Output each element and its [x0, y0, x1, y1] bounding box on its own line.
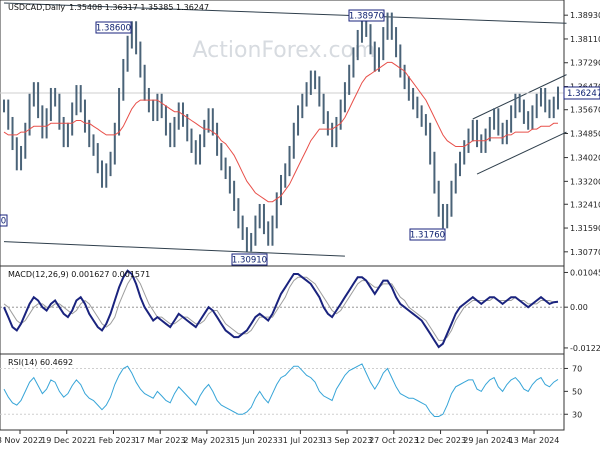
price-y-tick-label: 1.32410 — [570, 200, 600, 209]
price-annotation: 1.38970 — [348, 9, 385, 22]
ohlc-header: 1.35408 1.36317 1.35385 1.36247 — [69, 3, 209, 12]
price-annotation-label: 1.30910 — [232, 256, 267, 266]
price-annotation-box — [348, 9, 385, 22]
rsi-y-tick-label: 50 — [572, 387, 582, 396]
rsi-label: RSI(14) 60.4692 — [8, 358, 73, 367]
upper-long-trendline — [3, 2, 567, 24]
price-annotation: 1.30910 — [231, 253, 268, 266]
price-annotation-label: 0 — [1, 217, 6, 227]
macd-panel-frame — [0, 265, 565, 355]
price-annotation-label: 1.38970 — [349, 12, 384, 22]
watermark: ActionForex.com — [193, 38, 376, 63]
macd-line — [3, 269, 559, 349]
channel-lower-line — [476, 131, 567, 175]
price-y-tick-label: 1.37290 — [570, 59, 600, 68]
price-annotation: 1.31760 — [409, 228, 446, 241]
x-tick-label: 1 Feb 2023 — [91, 436, 136, 445]
price-annotations: 1.38600 1.38970 1.30910 1.31760 0 — [0, 9, 446, 266]
rsi-y-tick-label: 70 — [572, 364, 582, 373]
last-price-label: 1.36247 — [567, 89, 600, 99]
price-annotation-box — [231, 253, 268, 266]
macd-signal-line — [3, 276, 559, 341]
x-tick-label: 31 Jul 2023 — [278, 436, 323, 445]
price-annotation-label: 1.31760 — [410, 231, 445, 241]
rsi-panel-frame — [0, 353, 565, 431]
x-tick-label: 3 Nov 2022 — [0, 436, 43, 445]
macd-label: MACD(12,26,9) 0.001627 0.001571 — [8, 270, 150, 279]
x-tick-label: 12 Dec 2023 — [415, 436, 466, 445]
price-y-tick-label: 1.30770 — [570, 248, 600, 257]
last-price-tag: 1.36247 — [563, 86, 600, 100]
price-y-tick-label: 1.34020 — [570, 154, 600, 163]
price-y-axis: 1.389301.381101.372901.364701.356701.348… — [564, 11, 600, 257]
chart-title-line: USDCAD,Daily 1.35408 1.36317 1.35385 1.36… — [8, 3, 209, 12]
price-panel: ActionForex.com 1.38930 1.38110 1.37290 1.3… — [0, 0, 600, 267]
macd-y-tick-label: -0.012276 — [570, 344, 600, 353]
macd-y-axis: 0.010457 0.00 -0.012276 — [564, 268, 600, 353]
rsi-panel: 70 50 30 RSI(14) 60.4692 — [0, 353, 582, 431]
macd-panel: 0.010457 0.00 -0.012276 MACD(12,26,9) 0.00… — [0, 265, 600, 355]
price-y-tick-label: 1.31590 — [570, 224, 600, 233]
rsi-y-tick-label: 30 — [572, 410, 582, 419]
price-annotation: 1.38600 — [95, 21, 132, 34]
x-tick-label: 2 May 2023 — [183, 436, 230, 445]
macd-y-tick-label: 0.010457 — [570, 268, 600, 277]
price-y-tick-label: 1.35670 — [570, 106, 600, 115]
lower-long-trendline — [3, 241, 345, 257]
moving-average-line — [3, 61, 558, 203]
x-tick-label: 13 Sep 2023 — [322, 436, 373, 445]
x-tick-label: 13 Mar 2024 — [509, 436, 560, 445]
rsi-line — [3, 363, 559, 417]
macd-y-tick-label: 0.00 — [570, 303, 588, 312]
price-annotation-label: 1.38600 — [96, 24, 131, 34]
price-annotation-box — [0, 214, 8, 227]
price-y-tick-label: 1.34850 — [570, 130, 600, 139]
rsi-y-axis: 70 50 30 — [564, 364, 582, 419]
last-price-box — [563, 86, 600, 100]
price-y-tick-label: 1.33200 — [570, 177, 600, 186]
x-tick-label: 17 Mar 2023 — [135, 436, 186, 445]
x-tick-label: 19 Dec 2022 — [41, 436, 92, 445]
price-ohlc-bars — [3, 12, 559, 252]
x-tick-label: 27 Oct 2023 — [369, 436, 418, 445]
price-y-tick-label: 1.38110 — [570, 35, 600, 44]
price-annotation-box — [409, 228, 446, 241]
price-y-tick-label: 1.38930 — [570, 11, 600, 20]
price-panel-frame — [0, 0, 565, 267]
price-annotation: 0 — [0, 214, 8, 227]
x-tick-label: 29 Jan 2024 — [463, 436, 511, 445]
chart-title: USDCAD,Daily — [8, 3, 65, 12]
x-tick-label: 15 Jun 2023 — [230, 436, 278, 445]
price-annotation-box — [95, 21, 132, 34]
